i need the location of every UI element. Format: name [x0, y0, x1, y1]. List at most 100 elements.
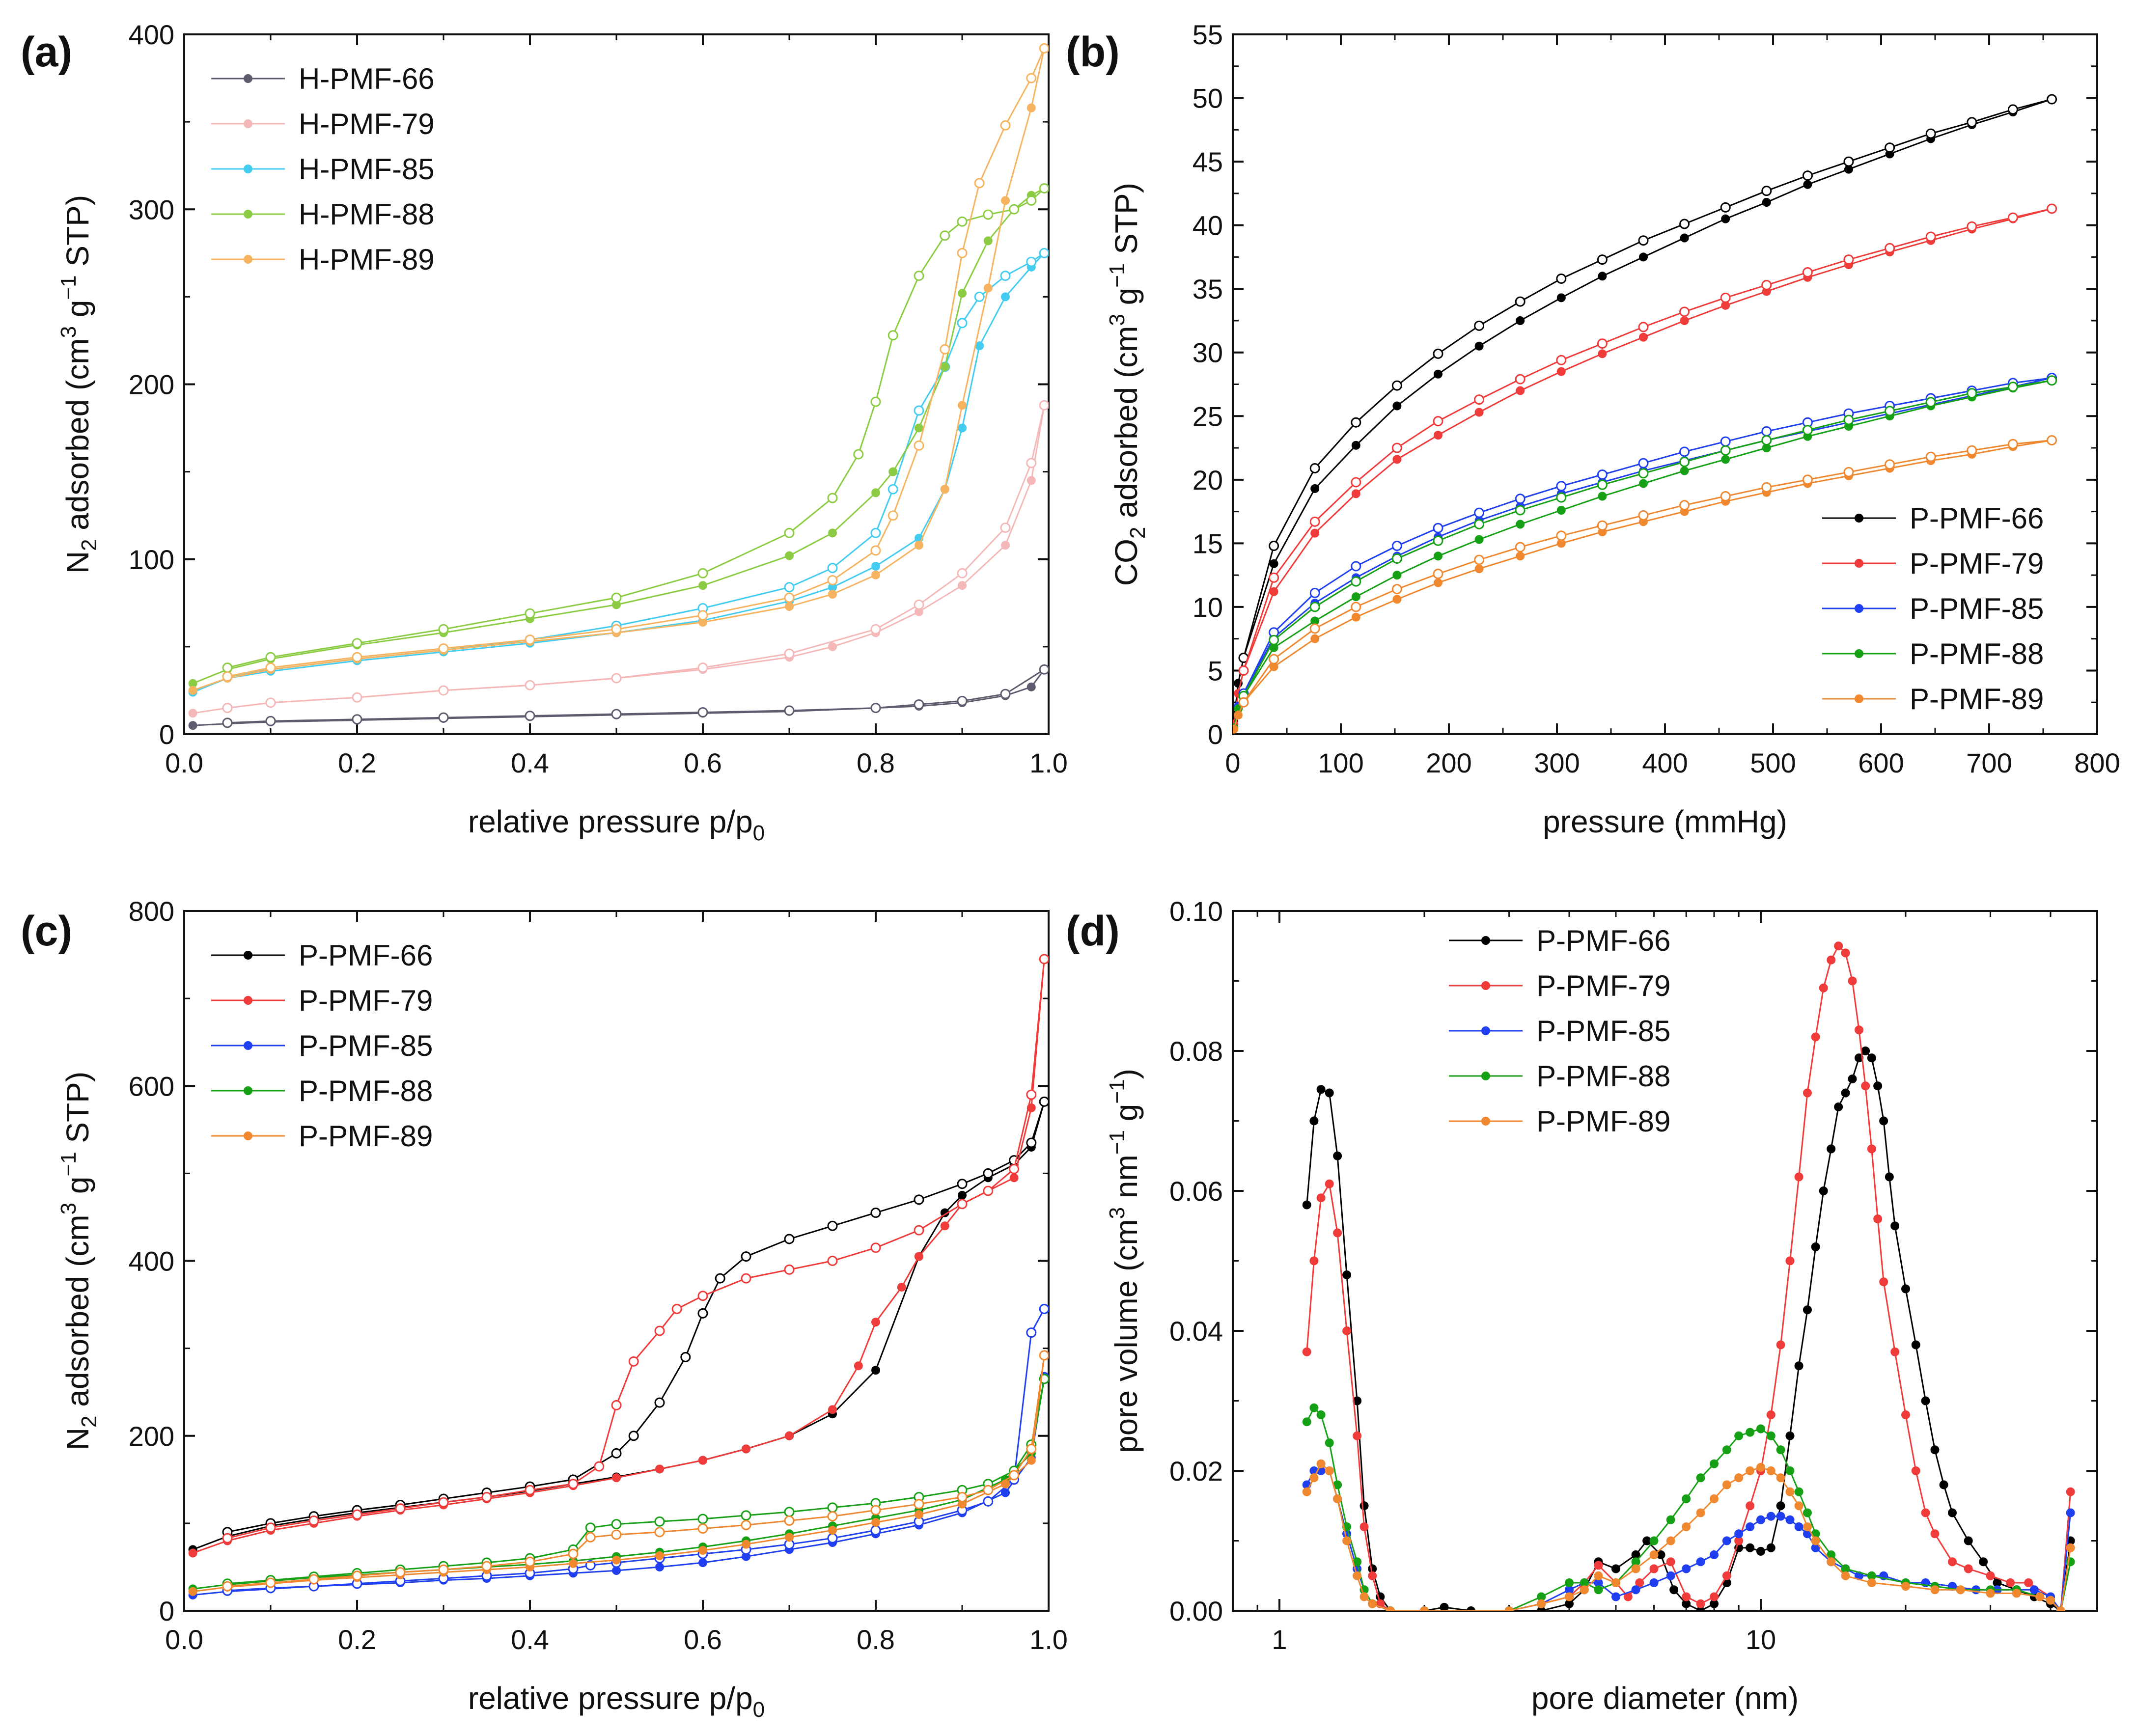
- data-point: [1359, 1592, 1369, 1601]
- desorption-point: [1474, 554, 1485, 565]
- y-tick-label: 200: [129, 369, 174, 400]
- desorption-point: [1967, 388, 1977, 399]
- data-point: [1353, 1431, 1362, 1440]
- desorption-point: [1433, 535, 1443, 546]
- data-point: [1776, 1445, 1785, 1455]
- data-point: [1947, 1508, 1957, 1517]
- adsorption-point: [698, 581, 707, 590]
- data-point: [1841, 1088, 1850, 1098]
- desorption-point: [870, 1242, 881, 1253]
- data-point: [1855, 1025, 1864, 1035]
- data-point: [1623, 1592, 1633, 1601]
- data-point: [1631, 1550, 1640, 1559]
- data-point: [1580, 1585, 1589, 1595]
- data-point: [2066, 1508, 2075, 1517]
- adsorption-point: [1233, 724, 1239, 734]
- adsorption-point: [1639, 332, 1648, 342]
- desorption-point: [1967, 445, 1977, 456]
- plot-frame: [1232, 33, 2098, 735]
- adsorption-line: [193, 48, 1045, 691]
- data-point: [2066, 1543, 2075, 1552]
- legend-label: H-PMF-66: [299, 62, 435, 95]
- data-point: [1785, 1487, 1795, 1496]
- data-point: [1819, 983, 1828, 992]
- legend-marker: [244, 74, 252, 83]
- data-point: [1682, 1592, 1691, 1601]
- data-layer: [188, 43, 1049, 730]
- data-point: [1325, 1179, 1334, 1188]
- desorption-point: [741, 1273, 751, 1284]
- desorption-point: [1000, 689, 1011, 699]
- adsorption-point: [828, 590, 837, 599]
- data-point: [1537, 1592, 1546, 1601]
- data-point: [1631, 1585, 1640, 1595]
- desorption-point: [1885, 142, 1895, 153]
- desorption-point: [957, 1199, 968, 1210]
- x-tick-label: 1: [1272, 1624, 1287, 1655]
- y-tick-label: 0.02: [1169, 1456, 1223, 1487]
- y-tick-label: 800: [129, 896, 174, 927]
- desorption-point: [870, 527, 881, 538]
- data-point: [1939, 1480, 1948, 1489]
- y-tick-label: 50: [1193, 83, 1223, 114]
- desorption-point: [1556, 492, 1567, 503]
- data-point: [1986, 1571, 1995, 1580]
- desorption-point: [888, 330, 898, 341]
- series-P-PMF-79: [1233, 203, 2057, 729]
- data-point: [1359, 1522, 1369, 1531]
- x-tick-label: 1.0: [1029, 747, 1068, 778]
- legend-label: P-PMF-88: [299, 1075, 433, 1107]
- adsorption-point: [1556, 293, 1566, 303]
- desorption-point: [983, 1168, 994, 1179]
- desorption-point: [1474, 394, 1485, 405]
- desorption-point: [481, 1491, 492, 1502]
- desorption-point: [265, 662, 276, 673]
- adsorption-point: [785, 1533, 794, 1542]
- adsorption-point: [1556, 539, 1566, 548]
- desorption-point: [2007, 212, 2018, 223]
- desorption-point: [957, 248, 968, 258]
- desorption-point: [1026, 195, 1037, 206]
- desorption-point: [2047, 375, 2057, 386]
- chart-panel-c: 0 200 400 600 800 0.0 0.2 0.4 0.6 0.8 1.0 relative …: [21, 896, 1068, 1722]
- data-point: [1649, 1536, 1659, 1545]
- desorption-point: [870, 396, 881, 407]
- desorption-point: [1720, 202, 1731, 213]
- y-axis-title: pore volume (cm3 nm−1 g−1): [1105, 1069, 1144, 1453]
- legend: H-PMF-66 H-PMF-79 H-PMF-85 H-PMF-88 H-PMF-89: [211, 62, 435, 276]
- data-point: [1794, 1172, 1803, 1182]
- desorption-point: [1638, 458, 1649, 468]
- data-point: [1353, 1557, 1362, 1567]
- data-point: [1368, 1599, 1377, 1608]
- desorption-point: [870, 1525, 881, 1536]
- desorption-point: [525, 711, 535, 721]
- adsorption-point: [785, 602, 794, 611]
- x-tick-label: 0.4: [511, 1624, 549, 1655]
- desorption-point: [628, 1431, 639, 1441]
- data-point: [1766, 1431, 1775, 1440]
- data-point: [1734, 1473, 1744, 1483]
- adsorption-point: [785, 1431, 794, 1440]
- desorption-point: [888, 510, 898, 521]
- desorption-point: [525, 1485, 535, 1495]
- desorption-point: [697, 1523, 708, 1534]
- data-point: [1642, 1536, 1652, 1545]
- desorption-point: [1679, 446, 1690, 457]
- desorption-point: [611, 1448, 622, 1459]
- data-point: [1565, 1599, 1574, 1608]
- y-tick-label: 35: [1193, 274, 1223, 304]
- x-tick-label: 0.8: [857, 1624, 895, 1655]
- desorption-point: [352, 714, 362, 725]
- x-tick-label: 0.0: [165, 747, 203, 778]
- data-point: [1722, 1571, 1731, 1580]
- desorption-point: [611, 624, 622, 634]
- desorption-point: [1238, 697, 1249, 708]
- desorption-point: [1351, 576, 1361, 587]
- data-point: [1565, 1592, 1574, 1601]
- desorption-point: [265, 652, 276, 662]
- data-point: [1325, 1438, 1334, 1447]
- legend: P-PMF-66 P-PMF-79 P-PMF-85 P-PMF-88 P-PMF-89: [211, 939, 433, 1153]
- adsorption-point: [655, 1464, 664, 1474]
- panel-label: (c): [21, 908, 72, 955]
- desorption-point: [1309, 587, 1320, 598]
